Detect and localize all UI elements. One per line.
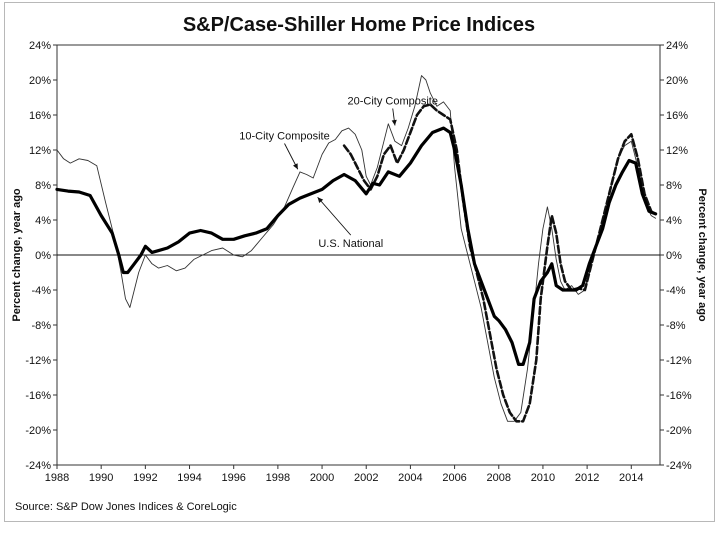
y-tick-label-left: 0% [35,250,51,262]
y-tick-label-right: -8% [666,320,686,332]
y-tick-label-left: 24% [29,40,51,52]
x-tick-label: 1996 [221,472,245,484]
chart-frame: S&P/Case-Shiller Home Price Indices 24% 2… [4,2,715,522]
annotation-arrowhead [293,163,298,170]
series-line-10-city-composite [56,75,657,422]
x-tick-label: 2000 [310,472,334,484]
annotation-label: U.S. National [318,238,383,250]
x-tick-label: 2014 [619,472,643,484]
annotations-layer: 20-City Composite 10-City Composite U.S. N… [239,96,438,251]
y-tick-label-left: -24% [25,460,51,472]
y-tick-label-left: 12% [29,145,51,157]
series-line-20-city-composite [342,103,657,423]
y-tick-label-left: -16% [25,390,51,402]
x-tick-label: 2008 [487,472,511,484]
x-tick-label: 2006 [442,472,466,484]
y-tick-label-left: 4% [35,215,51,227]
y-axis-label-left: Percent change, year ago [11,188,23,322]
x-tick-label: 1990 [89,472,113,484]
series-layer [55,75,658,423]
y-tick-label-right: 12% [666,145,688,157]
y-tick-label-right: 4% [666,215,682,227]
x-tick-label: 1992 [133,472,157,484]
source-note: Source: S&P Dow Jones Indices & CoreLogi… [15,501,237,513]
y-tick-label-right: 24% [666,40,688,52]
y-tick-label-right: 20% [666,75,688,87]
annotation-arrowhead [317,197,324,203]
annotation-label: 20-City Composite [347,96,437,108]
chart-svg: S&P/Case-Shiller Home Price Indices 24% 2… [11,14,708,513]
y-axis-label-right: Percent change, year ago [696,188,708,322]
y-tick-label-left: 16% [29,110,51,122]
x-tick-label: 1998 [266,472,290,484]
x-tick-label: 1988 [45,472,69,484]
x-tick-label: 2010 [531,472,555,484]
y-tick-label-right: 0% [666,250,682,262]
y-tick-label-right: -24% [666,460,692,472]
annotation-arrow [317,196,352,236]
x-tick-label: 2012 [575,472,599,484]
x-tick-label: 2004 [398,472,422,484]
y-tick-label-left: 8% [35,180,51,192]
y-tick-label-right: 16% [666,110,688,122]
annotation-arrowhead [391,119,397,126]
y-tick-label-right: -16% [666,390,692,402]
y-tick-label-right: -4% [666,285,686,297]
y-tick-label-left: -8% [31,320,51,332]
chart-title: S&P/Case-Shiller Home Price Indices [183,14,535,36]
y-tick-label-left: -12% [25,355,51,367]
y-tick-label-right: 8% [666,180,682,192]
annotation-label: 10-City Composite [239,131,329,143]
y-tick-label-right: -12% [666,355,692,367]
y-tick-label-left: -20% [25,425,51,437]
y-tick-label-left: 20% [29,75,51,87]
x-tick-label: 2002 [354,472,378,484]
y-tick-label-right: -20% [666,425,692,437]
x-tick-label: 1994 [177,472,201,484]
series-line-u-s-national [55,126,658,366]
y-tick-label-left: -4% [31,285,51,297]
